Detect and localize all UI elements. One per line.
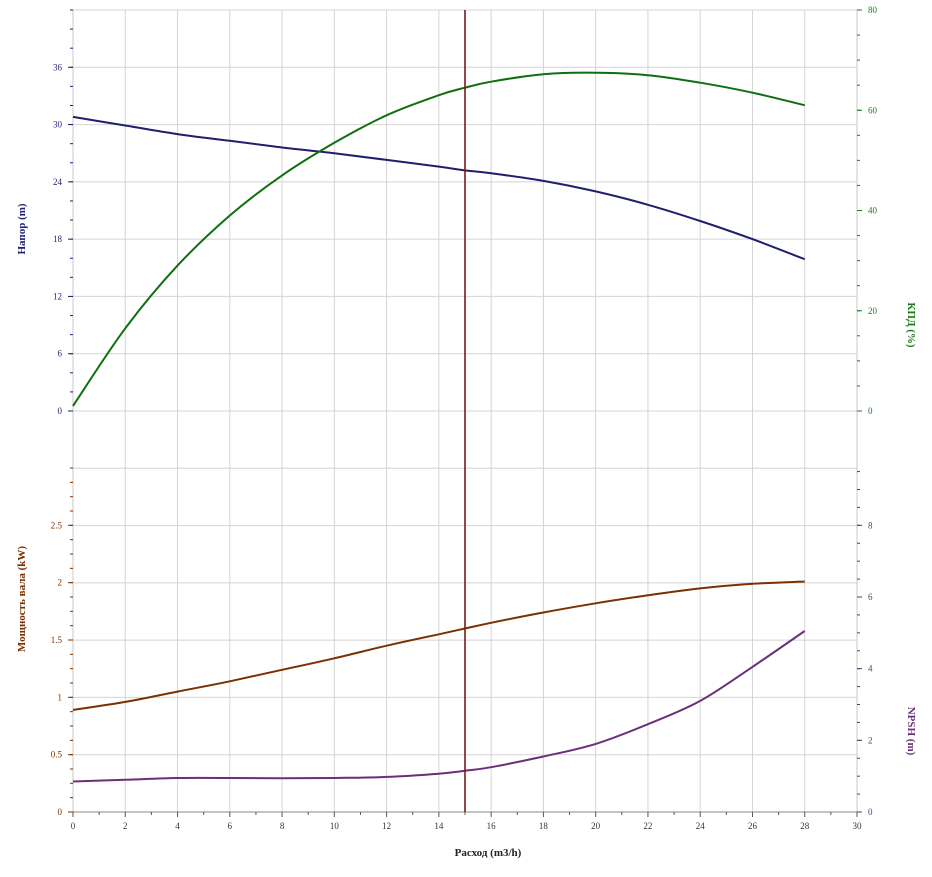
bottom-right-tick-label: 4 — [868, 664, 873, 674]
x-axis-title: Расход (m3/h) — [455, 847, 522, 859]
x-tick-label: 28 — [800, 821, 810, 831]
top-right-tick-label: 80 — [868, 5, 878, 15]
x-tick-label: 10 — [330, 821, 340, 831]
top-left-tick-label: 6 — [58, 349, 63, 359]
bottom-left-tick-label: 2.5 — [51, 520, 63, 530]
x-tick-label: 18 — [539, 821, 549, 831]
head-axis-title: Напор (m) — [16, 203, 28, 254]
bottom-right-tick-label: 2 — [868, 735, 873, 745]
top-right-tick-label: 20 — [868, 306, 878, 316]
shaft-power-axis-title: Мощность вала (kW) — [16, 546, 28, 652]
top-left-tick-label: 18 — [53, 234, 63, 244]
top-left-tick-label: 30 — [53, 120, 63, 130]
top-right-tick-label: 0 — [868, 406, 873, 416]
x-tick-label: 26 — [748, 821, 758, 831]
top-right-tick-label: 60 — [868, 105, 878, 115]
bottom-left-tick-label: 0.5 — [51, 750, 63, 760]
bottom-left-tick-label: 2 — [58, 578, 63, 588]
x-tick-label: 24 — [696, 821, 706, 831]
top-right-tick-label: 40 — [868, 206, 878, 216]
x-tick-label: 0 — [71, 821, 76, 831]
x-tick-label: 22 — [643, 821, 652, 831]
x-tick-label: 16 — [487, 821, 497, 831]
x-tick-label: 12 — [382, 821, 391, 831]
top-left-tick-label: 0 — [58, 406, 63, 416]
x-tick-label: 30 — [853, 821, 863, 831]
x-tick-label: 6 — [228, 821, 233, 831]
bottom-right-tick-label: 6 — [868, 592, 873, 602]
bottom-left-tick-label: 1 — [58, 692, 63, 702]
bottom-left-tick-label: 1.5 — [51, 635, 63, 645]
npsh-axis-title: NPSH (m) — [905, 707, 917, 756]
top-left-tick-label: 12 — [53, 291, 62, 301]
bottom-left-tick-label: 0 — [58, 807, 63, 817]
x-tick-label: 4 — [175, 821, 180, 831]
x-tick-label: 20 — [591, 821, 601, 831]
axis-labels: Расход (m3/h) Напор (m) КПД (%) Мощность… — [16, 203, 917, 859]
bottom-right-tick-label: 8 — [868, 520, 873, 530]
top-left-tick-label: 36 — [53, 62, 63, 72]
x-tick-label: 8 — [280, 821, 285, 831]
top-left-tick-label: 24 — [53, 177, 63, 187]
x-tick-label: 2 — [123, 821, 128, 831]
x-tick-label: 14 — [434, 821, 444, 831]
efficiency-axis-title: КПД (%) — [905, 302, 917, 348]
bottom-right-tick-label: 0 — [868, 807, 873, 817]
